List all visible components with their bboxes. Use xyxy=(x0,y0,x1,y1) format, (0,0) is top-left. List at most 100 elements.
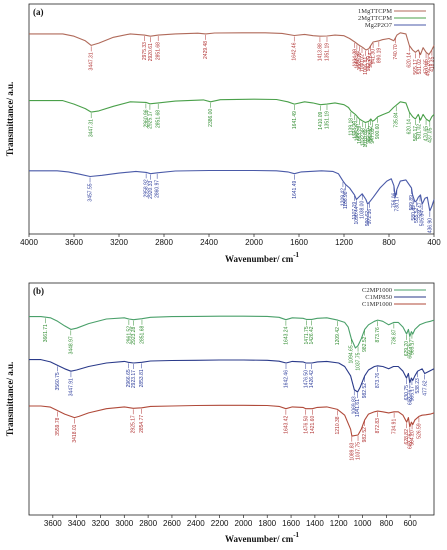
peak-label: 2925.17 xyxy=(147,111,153,129)
peak-label: 2923.17 xyxy=(131,370,137,388)
peak-label: 602.76 xyxy=(407,343,413,359)
x-tick-label: 1800 xyxy=(258,519,276,528)
peak-label: 531.02 xyxy=(417,124,423,140)
peak-label: 1090.44 xyxy=(354,206,360,224)
peak-label: 1471.75 xyxy=(304,326,310,344)
x-tick-label: 800 xyxy=(382,238,396,247)
peak-label: 3447.31 xyxy=(89,52,95,70)
peak-label: 1641.49 xyxy=(292,111,298,129)
peak-label: 3661.71 xyxy=(43,324,49,342)
peak-label: 1040.02 xyxy=(359,54,365,72)
x-tick-label: 3200 xyxy=(110,238,128,247)
peak-label: 730.17 xyxy=(394,196,400,212)
peak-label: 505.34 xyxy=(420,211,426,227)
series-line-mg2p2o7 xyxy=(29,169,435,212)
peak-label: 1413.88 xyxy=(317,43,323,61)
peak-label: 2925.17 xyxy=(131,415,137,433)
peak-label: 1351.19 xyxy=(324,111,330,129)
peak-label: 470.65 xyxy=(424,126,430,142)
peak-label: 584.20 xyxy=(410,430,416,446)
peak-label: 2958.92 xyxy=(144,179,150,197)
peak-label: 1063.79 xyxy=(357,126,363,144)
peak-label: 418.35 xyxy=(429,56,435,72)
series-line-2mgttcpm xyxy=(29,98,435,124)
peak-label: 3559.78 xyxy=(55,417,61,435)
series-line-1mgttcpm xyxy=(29,32,435,56)
peak-label: 1139.18 xyxy=(348,118,354,136)
peak-label: 538.23 xyxy=(415,378,421,394)
panel-b-x-ticks: 3600 3400 3200 3000 2800 2600 2400 2200 2000 1800… xyxy=(44,515,417,528)
peak-label: 3457.55 xyxy=(88,183,94,201)
peak-label: 1006.81 xyxy=(363,57,369,75)
peak-label: 585.17 xyxy=(409,386,415,402)
peak-label: 962.52 xyxy=(368,126,374,142)
peak-label: 740.70 xyxy=(393,44,399,60)
x-tick-label: 2000 xyxy=(235,519,253,528)
x-tick-label: 400 xyxy=(427,238,441,247)
peak-label: 1085.21 xyxy=(354,50,360,68)
x-tick-label: 3400 xyxy=(68,519,86,528)
peak-label: 3447.91 xyxy=(68,378,74,396)
peak-label: 873.76 xyxy=(375,373,381,389)
peak-label: 2920.61 xyxy=(148,43,154,61)
panel-a-y-axis-label: Transmittance/ a.u. xyxy=(5,82,15,157)
peak-label: 1641.49 xyxy=(292,181,298,199)
x-tick-label: 1000 xyxy=(354,519,372,528)
peak-label: 735.84 xyxy=(394,112,400,128)
legend-entry: C1MP850 xyxy=(365,294,392,301)
x-tick-label: 3000 xyxy=(115,519,133,528)
peak-label: 620.14 xyxy=(407,52,413,68)
series-line-c1mp850 xyxy=(29,359,435,393)
peak-label: 873.76 xyxy=(375,327,381,343)
series-line-c2mp1000 xyxy=(29,315,435,349)
x-tick-label: 4000 xyxy=(20,238,38,247)
peak-label: 990.62 xyxy=(365,211,371,227)
peak-label: 2851.68 xyxy=(156,42,162,60)
x-tick-label: 3600 xyxy=(65,238,83,247)
panel-a-frame xyxy=(28,3,435,235)
x-tick-label: 2200 xyxy=(211,519,229,528)
x-tick-label: 3600 xyxy=(44,519,62,528)
peak-label: 1041.61 xyxy=(355,399,361,417)
peak-label: 1032.98 xyxy=(360,128,366,146)
x-tick-label: 1400 xyxy=(306,519,324,528)
peak-label: 580.49 xyxy=(411,205,417,221)
peak-label: 585.17 xyxy=(409,339,415,355)
peak-label: 2920.33 xyxy=(148,181,154,199)
peak-label: 1210.38 xyxy=(335,416,341,434)
x-tick-label: 600 xyxy=(403,519,417,528)
peak-label: 734.91 xyxy=(392,419,398,435)
panel-a-series xyxy=(29,32,435,212)
peak-label: 628.82 xyxy=(404,429,410,445)
peak-label: 900.60 xyxy=(375,124,381,140)
peak-label: 1104.29 xyxy=(352,49,358,67)
peak-label: 1476.50 xyxy=(303,416,309,434)
legend-entry: 2MgTTCPM xyxy=(358,15,392,22)
peak-label: 982.20 xyxy=(366,128,372,144)
panel-b-frame xyxy=(28,282,435,516)
peak-label: 1107.19 xyxy=(352,202,358,220)
peak-label: 962.54 xyxy=(368,52,374,68)
peak-label: 477.62 xyxy=(422,380,428,396)
x-tick-label: 2800 xyxy=(155,238,173,247)
peak-label: 3447.31 xyxy=(89,119,95,137)
peak-label: 1426.42 xyxy=(309,326,315,344)
peak-label: 1038.00 xyxy=(360,201,366,219)
peak-label: 2975.33 xyxy=(142,42,148,60)
peak-label: 437.05 xyxy=(427,127,433,143)
peak-label: 2386.00 xyxy=(208,109,214,127)
peak-label: 1643.42 xyxy=(283,416,289,434)
peak-label: 2860.97 xyxy=(155,180,161,198)
peak-label: 982.20 xyxy=(366,56,372,72)
x-tick-label: 3200 xyxy=(92,519,110,528)
panel-b-series xyxy=(29,315,435,437)
peak-label: 1642.46 xyxy=(284,370,290,388)
peak-label: 756.06 xyxy=(391,192,397,208)
series-line-c1mp1000 xyxy=(29,404,435,437)
panel-a-x-ticks: 4000 3600 3200 2800 2400 2000 1600 1200 800 400 xyxy=(20,234,441,247)
